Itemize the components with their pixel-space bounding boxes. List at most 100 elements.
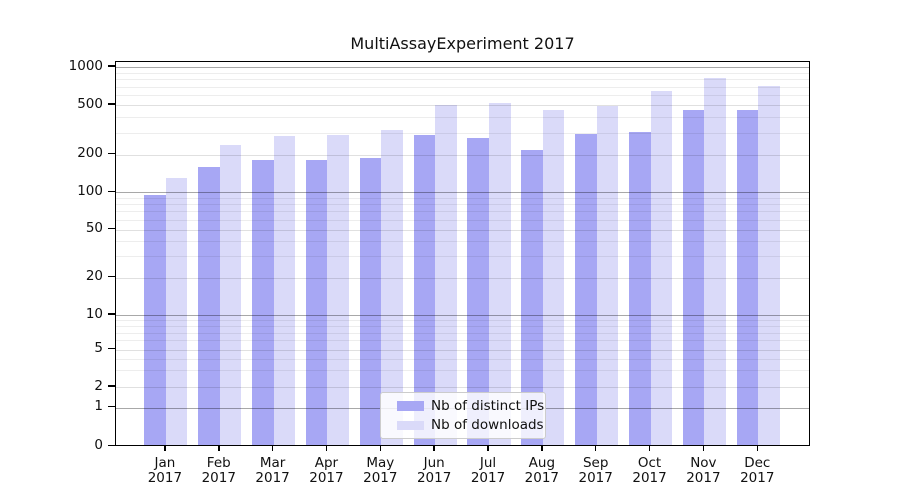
bar-distinct-ips-jun [413, 134, 436, 445]
x-tick-label-dec: Dec 2017 [740, 454, 775, 486]
x-tick-label-may: May 2017 [363, 454, 398, 486]
y-tick-label-0: 0 [94, 437, 103, 453]
y-tick-mark-100 [108, 190, 115, 193]
bar-downloads-jun [435, 105, 457, 445]
y-tick-mark-2 [108, 385, 115, 387]
gridline-y-50 [116, 229, 809, 231]
chart-title: MultiAssayExperiment 2017 [350, 34, 575, 53]
gridline-y-1000 [116, 67, 809, 68]
y-tick-mark-10 [108, 313, 115, 315]
gridline-y-20 [116, 277, 809, 279]
gridline-minor-y-900 [116, 72, 809, 74]
bar-distinct-ips-aug [521, 149, 543, 445]
gridline-minor-y-30 [116, 256, 809, 258]
gridline-minor-y-700 [116, 86, 809, 88]
bar-downloads-mar [273, 136, 296, 445]
y-tick-label-10: 10 [85, 305, 103, 322]
legend-swatch-downloads [397, 420, 424, 430]
y-tick-label-1: 1 [94, 398, 103, 414]
x-tick-label-feb: Feb 2017 [201, 454, 236, 486]
bar-downloads-feb [219, 144, 242, 445]
gridline-y-200 [116, 154, 809, 156]
y-tick-label-50: 50 [85, 220, 103, 236]
legend-item-downloads: Nb of downloads [397, 416, 545, 435]
bar-distinct-ips-feb [198, 166, 220, 445]
bar-downloads-jul [489, 102, 511, 445]
x-tick-mark-apr [325, 445, 328, 451]
x-tick-mark-mar [271, 445, 274, 451]
bar-downloads-apr [327, 134, 350, 445]
gridline-minor-y-40 [116, 241, 809, 243]
x-tick-label-mar: Mar 2017 [255, 454, 290, 486]
y-tick-label-5: 5 [94, 340, 103, 356]
bar-downloads-aug [542, 110, 565, 445]
legend-swatch-distinct-ips [397, 401, 424, 411]
gridline-y-100 [116, 192, 809, 194]
y-tick-label-100: 100 [77, 182, 103, 199]
x-tick-label-oct: Oct 2017 [632, 454, 667, 486]
legend: Nb of distinct IPs Nb of downloads [380, 392, 546, 439]
x-tick-mark-dec [756, 445, 758, 451]
x-tick-label-nov: Nov 2017 [686, 454, 721, 486]
bar-distinct-ips-jan [144, 195, 166, 445]
y-tick-mark-50 [108, 227, 115, 230]
legend-label-downloads: Nb of downloads [431, 417, 544, 434]
y-tick-label-1000: 1000 [68, 57, 103, 74]
y-tick-mark-0 [108, 444, 115, 447]
bar-downloads-oct [650, 90, 673, 445]
y-tick-mark-5 [108, 347, 115, 350]
bar-distinct-ips-mar [252, 160, 274, 445]
x-tick-mark-jul [487, 445, 489, 451]
legend-label-distinct-ips: Nb of distinct IPs [431, 397, 545, 414]
legend-item-distinct-ips: Nb of distinct IPs [397, 397, 545, 416]
bar-distinct-ips-may [359, 158, 382, 445]
gridline-minor-y-4 [116, 358, 809, 360]
bar-downloads-sep [596, 105, 619, 445]
bar-downloads-jan [165, 178, 188, 445]
gridline-y-2 [116, 387, 809, 388]
gridline-minor-y-8 [116, 326, 809, 328]
x-tick-label-jan: Jan 2017 [147, 454, 183, 486]
x-tick-label-apr: Apr 2017 [309, 454, 344, 486]
gridline-minor-y-400 [116, 117, 809, 119]
x-tick-mark-jan [164, 445, 166, 451]
plot-area [115, 61, 810, 446]
bar-downloads-nov [704, 78, 726, 445]
gridline-minor-y-60 [116, 219, 809, 221]
y-tick-label-500: 500 [77, 95, 103, 112]
gridline-minor-y-9 [116, 320, 809, 322]
gridline-minor-y-6 [116, 340, 809, 342]
bar-distinct-ips-sep [575, 133, 597, 445]
gridline-y-5 [116, 349, 809, 351]
gridline-minor-y-90 [116, 197, 809, 199]
x-tick-label-sep: Sep 2017 [578, 454, 613, 486]
y-tick-mark-1000 [108, 65, 115, 67]
x-tick-label-jul: Jul 2017 [470, 454, 506, 486]
y-tick-label-200: 200 [77, 145, 103, 162]
x-tick-mark-sep [594, 445, 597, 451]
y-tick-label-2: 2 [94, 377, 103, 394]
y-tick-mark-200 [108, 152, 115, 155]
bar-distinct-ips-apr [305, 159, 328, 445]
bar-distinct-ips-dec [736, 109, 759, 445]
gridline-y-500 [116, 105, 809, 106]
y-tick-label-20: 20 [85, 268, 103, 284]
gridline-minor-y-600 [116, 95, 809, 96]
y-tick-mark-500 [108, 103, 115, 105]
gridline-minor-y-300 [116, 132, 809, 134]
x-tick-mark-nov [702, 445, 705, 451]
x-tick-mark-may [379, 445, 382, 451]
gridline-minor-y-7 [116, 332, 809, 334]
gridline-minor-y-80 [116, 204, 809, 206]
bar-distinct-ips-nov [682, 110, 705, 445]
x-tick-label-aug: Aug 2017 [524, 454, 560, 486]
y-tick-mark-20 [108, 275, 115, 278]
bar-downloads-may [381, 130, 403, 445]
bar-downloads-dec [758, 86, 780, 445]
gridline-minor-y-70 [116, 211, 809, 213]
x-tick-label-jun: Jun 2017 [416, 454, 452, 486]
x-tick-mark-feb [218, 445, 220, 451]
gridline-minor-y-3 [116, 370, 809, 372]
x-tick-mark-aug [541, 445, 543, 451]
